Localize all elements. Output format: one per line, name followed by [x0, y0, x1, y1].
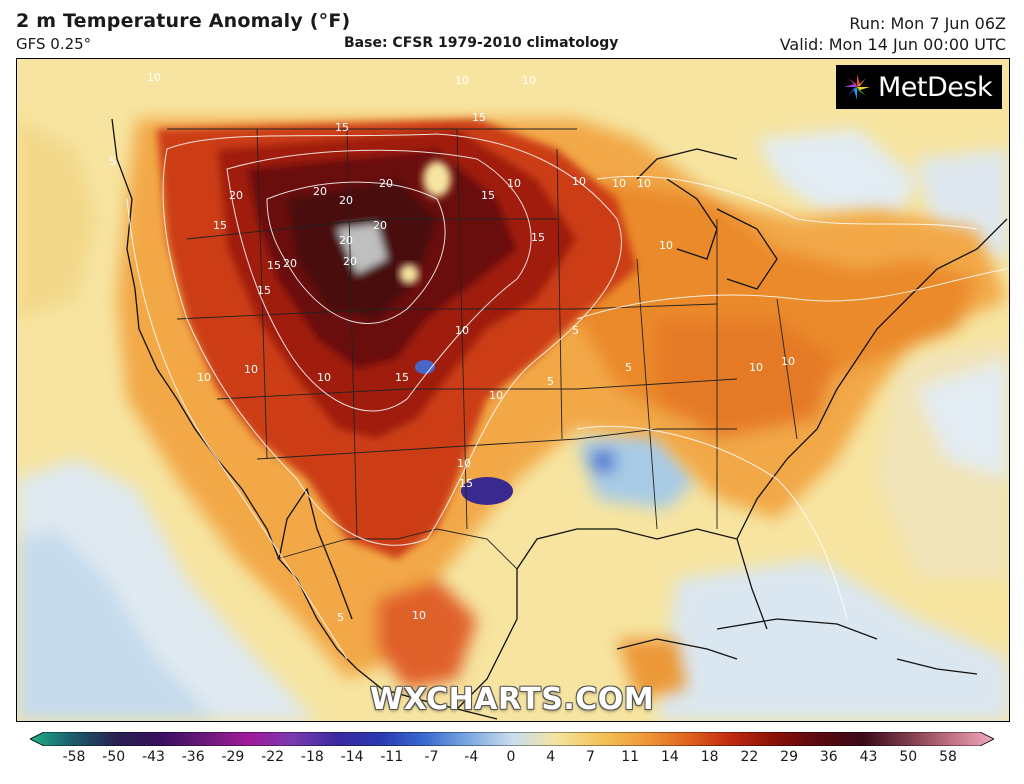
colorbar-tick-label: 58 [939, 749, 957, 765]
contour-label: 10 [147, 71, 161, 84]
colorbar-tick-label: 14 [660, 749, 679, 765]
contour-label: 10 [197, 371, 211, 384]
contour-lines [126, 133, 1008, 660]
contour-label: 20 [343, 255, 357, 268]
chart-title: 2 m Temperature Anomaly (°F) [16, 10, 351, 32]
colorbar-tick-label: -4 [464, 749, 479, 765]
contour-label: 15 [257, 284, 271, 297]
anomaly-map: 10 10 10 15 15 5 20 20 20 20 10 15 10 10… [16, 58, 1010, 722]
colorbar-tick-label: -18 [300, 749, 324, 765]
metdesk-star-icon [844, 74, 870, 100]
contour-label: 15 [335, 121, 349, 134]
contour-label: 10 [457, 457, 471, 470]
colorbar-tick-label: -7 [424, 749, 439, 765]
contour-label: 5 [547, 375, 554, 388]
contour-label: 10 [455, 74, 469, 87]
contour-label: 15 [472, 111, 486, 124]
contour-label: 10 [412, 609, 426, 622]
contour-label: 10 [507, 177, 521, 190]
contour-label: 20 [313, 185, 327, 198]
valid-time-label: Valid: Mon 14 Jun 00:00 UTC [779, 35, 1006, 54]
colorbar [29, 731, 995, 747]
contour-label: 10 [522, 74, 536, 87]
run-time-label: Run: Mon 7 Jun 06Z [849, 14, 1006, 33]
wxcharts-watermark: WXCHARTS.COM [370, 682, 655, 717]
contour-label: 10 [781, 355, 795, 368]
political-borders [167, 128, 798, 570]
colorbar-gradient [29, 731, 995, 747]
colorbar-tick-label: 36 [819, 749, 838, 765]
contour-label: 20 [379, 177, 393, 190]
contour-label: 15 [481, 189, 495, 202]
colorbar-tick-label: -50 [102, 749, 126, 765]
contour-label: 10 [244, 363, 258, 376]
logo-text: MetDesk [878, 71, 993, 103]
contour-label: 5 [109, 155, 116, 168]
contour-label: 15 [531, 231, 545, 244]
colorbar-tick-label: 43 [859, 749, 878, 765]
colorbar-tick-label: -58 [62, 749, 86, 765]
contour-label: 20 [339, 234, 353, 247]
colorbar-tick-label: -36 [181, 749, 205, 765]
colorbar-tick-labels: -58 -50 -43 -36 -29 -22 -18 -14 -11 -7 -4 0 4 7 11 14 18… [0, 749, 1024, 769]
map-canvas: 10 10 10 15 15 5 20 20 20 20 10 15 10 10… [17, 59, 1009, 721]
model-label: GFS 0.25° [16, 35, 92, 53]
colorbar-tick-label: 7 [585, 749, 595, 765]
contour-label: 15 [267, 259, 281, 272]
contour-label: 20 [339, 194, 353, 207]
colorbar-tick-label: 0 [506, 749, 516, 765]
coastlines [111, 118, 1008, 720]
colorbar-tick-label: -22 [261, 749, 285, 765]
contour-label: 5 [337, 611, 344, 624]
contour-label: 15 [395, 371, 409, 384]
contour-label: 15 [213, 219, 227, 232]
colorbar-tick-label: 11 [621, 749, 640, 765]
contour-label: 10 [659, 239, 673, 252]
colorbar-tick-label: 22 [740, 749, 759, 765]
cool-spot-mountain [399, 264, 419, 284]
colorbar-tick-label: -29 [221, 749, 245, 765]
contour-label: 10 [749, 361, 763, 374]
contour-label: 10 [455, 324, 469, 337]
contour-label: 20 [373, 219, 387, 232]
contour-label-group: 10 10 10 15 15 5 20 20 20 20 10 15 10 10… [109, 71, 795, 624]
cool-spot-north [423, 161, 451, 197]
colorbar-tick-label: 4 [546, 749, 556, 765]
contour-label: 10 [612, 177, 626, 190]
contour-label: 20 [283, 257, 297, 270]
climatology-base-label: Base: CFSR 1979-2010 climatology [344, 35, 619, 51]
colorbar-tick-label: 29 [780, 749, 798, 765]
colorbar-tick-label: 18 [700, 749, 719, 765]
cool-anomaly-regions [17, 119, 1009, 721]
contour-label: 10 [572, 175, 586, 188]
contour-label: 20 [229, 189, 243, 202]
colorbar-tick-label: -14 [340, 749, 364, 765]
contour-label: 10 [317, 371, 331, 384]
contour-label: 15 [459, 477, 473, 490]
contour-label: 5 [625, 361, 632, 374]
contour-label: 10 [489, 389, 503, 402]
hot-anomaly-core [157, 119, 637, 559]
cold-spot-texas [461, 477, 513, 505]
colorbar-tick-label: 50 [899, 749, 918, 765]
contour-label: 5 [572, 324, 579, 337]
contour-label: 10 [637, 177, 651, 190]
cold-spot-plains [415, 360, 435, 374]
colorbar-tick-label: -43 [142, 749, 165, 765]
colorbar-tick-label: -11 [380, 749, 404, 765]
metdesk-logo: MetDesk [836, 65, 1002, 109]
